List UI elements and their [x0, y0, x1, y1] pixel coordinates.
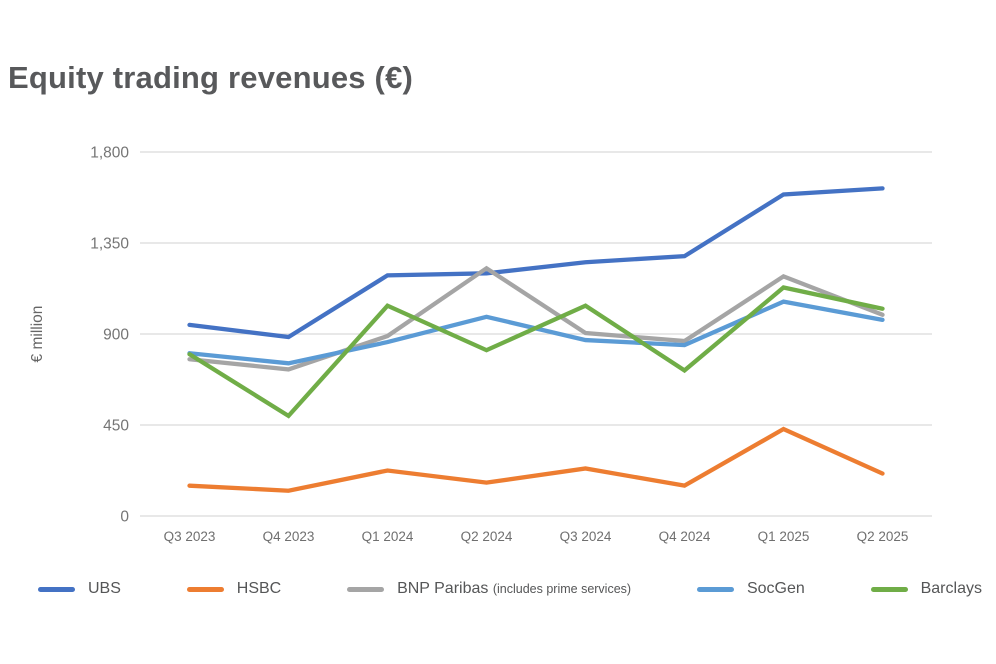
socgen-line-swatch-icon	[696, 586, 734, 592]
hsbc-line-swatch-icon	[186, 586, 224, 592]
chart-title: Equity trading revenues (€)	[8, 60, 414, 95]
series-line-bnp-paribas	[187, 265, 885, 372]
legend-label-bnp-main: BNP Paribas	[397, 580, 489, 597]
y-tick-label: 1,800	[90, 145, 129, 162]
legend-item-bnp-paribas[interactable]: BNP Paribas (includes prime services)	[347, 580, 631, 598]
barclays-line-swatch-icon	[870, 586, 908, 592]
legend-label-barclays: Barclays	[920, 580, 982, 597]
x-tick-label: Q3 2023	[164, 529, 216, 544]
x-tick-label: Q3 2024	[560, 529, 612, 544]
y-tick-label: 900	[103, 327, 129, 344]
legend-label-ubs: UBS	[88, 580, 121, 597]
series-line-ubs	[187, 186, 885, 340]
chart-legend: UBS HSBC BNP Paribas (includes prime ser…	[38, 574, 982, 604]
legend-item-hsbc[interactable]: HSBC	[186, 580, 282, 598]
legend-item-barclays[interactable]: Barclays	[870, 580, 982, 598]
x-tick-label: Q1 2024	[362, 529, 414, 544]
legend-item-ubs[interactable]: UBS	[38, 580, 121, 598]
series-line-barclays	[187, 285, 885, 419]
y-tick-label: 0	[120, 509, 129, 526]
y-tick-label: 1,350	[90, 236, 129, 253]
x-tick-label: Q4 2024	[659, 529, 711, 544]
legend-item-socgen[interactable]: SocGen	[696, 580, 805, 598]
legend-label-socgen: SocGen	[746, 580, 805, 597]
legend-label-hsbc: HSBC	[236, 580, 282, 597]
x-tick-label: Q1 2025	[758, 529, 810, 544]
legend-label-bnp-suffix: (includes prime services)	[492, 582, 632, 596]
x-tick-label: Q4 2023	[263, 529, 315, 544]
x-tick-label: Q2 2024	[461, 529, 513, 544]
ubs-line-swatch-icon	[38, 586, 75, 592]
y-tick-label: 450	[103, 418, 129, 435]
x-tick-label: Q2 2025	[857, 529, 909, 544]
bnp-paribas-line-swatch-icon	[347, 586, 385, 592]
y-axis-title: € million	[29, 306, 46, 363]
series-line-hsbc	[187, 426, 885, 493]
legend-label-bnp-paribas: BNP Paribas (includes prime services)	[397, 580, 631, 598]
